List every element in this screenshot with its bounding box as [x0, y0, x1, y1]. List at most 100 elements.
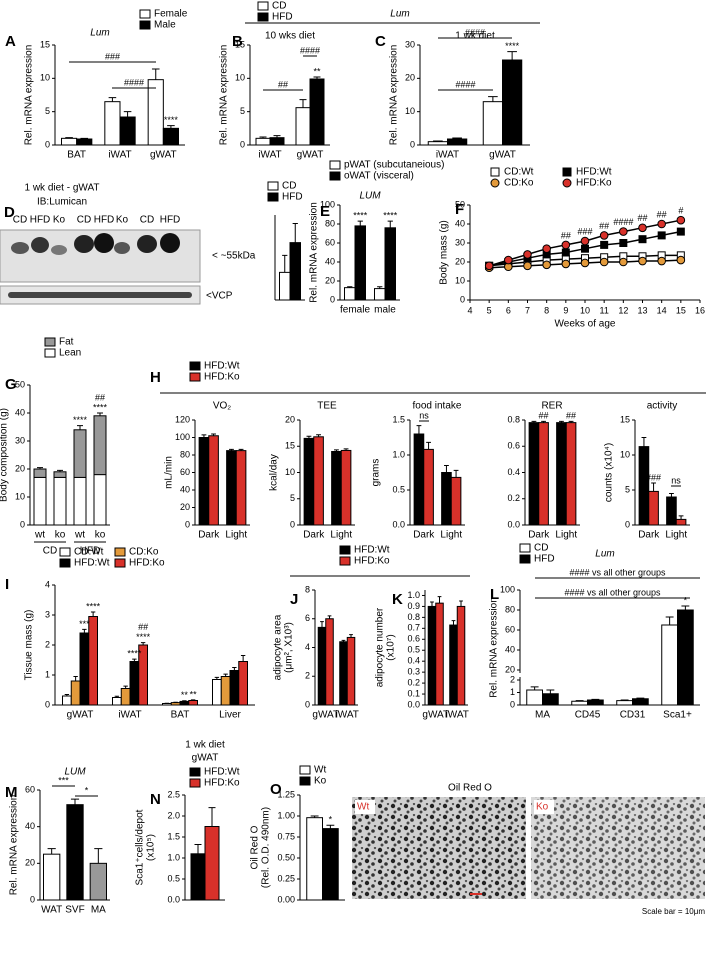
chart-title: Lum	[90, 28, 109, 39]
legend-label: HFD:Ko	[576, 178, 612, 189]
annotation: #	[678, 206, 683, 216]
x-tick-label: 9	[563, 305, 568, 315]
y-tick-label: 40	[15, 407, 25, 417]
legend-swatch	[267, 181, 279, 191]
bar	[255, 137, 271, 146]
error-bar	[80, 137, 89, 139]
legend-label: HFD:Ko	[204, 778, 240, 789]
legend-swatch	[519, 554, 531, 564]
x-tick-label: Dark	[413, 530, 435, 541]
error-bar	[114, 695, 120, 698]
chart-title: TEE	[317, 401, 337, 412]
y-tick-label: 0	[290, 519, 295, 529]
error-bar	[669, 493, 674, 497]
panel-letter: I	[5, 576, 9, 593]
legend-marker	[562, 178, 572, 188]
error-bar	[194, 844, 202, 854]
legend-swatch	[114, 558, 126, 568]
y-tick-label: 60	[25, 784, 35, 794]
error-bar	[665, 616, 674, 625]
error-bar	[453, 469, 459, 478]
y-tick-label: 0.9	[407, 601, 420, 611]
y-tick-label: 0	[330, 294, 335, 304]
y-tick-label: 10	[285, 467, 295, 477]
y-tick-label: 5	[290, 493, 295, 503]
bar	[198, 437, 210, 526]
group-label: CD	[43, 546, 57, 557]
x-tick-label: Light	[440, 530, 462, 541]
error-bar	[310, 815, 319, 818]
error-bar	[320, 621, 324, 628]
error-bar	[451, 620, 456, 626]
bar	[208, 435, 219, 526]
lane-label: CD	[77, 215, 91, 226]
y-tick-label: 0	[510, 699, 515, 709]
y-tick-label: 0.8	[507, 414, 520, 424]
y-tick-label: 40	[25, 821, 35, 831]
point	[580, 236, 590, 246]
y-tick-label: 120	[175, 414, 190, 424]
y-axis-label: counts (x10⁴)	[604, 443, 615, 502]
x-tick-label: WAT	[41, 905, 62, 916]
bar	[538, 422, 549, 526]
panel-letter: J	[290, 591, 298, 608]
bar	[147, 79, 164, 146]
legend-swatch	[299, 765, 311, 775]
x-tick-label: 13	[637, 305, 647, 315]
y-tick-label: 0.0	[392, 519, 405, 529]
error-bar	[430, 601, 434, 607]
error-bar	[299, 99, 307, 108]
bar	[76, 138, 93, 146]
legend-label: CD:Wt	[504, 167, 534, 178]
x-tick-label: Sca1+	[663, 710, 692, 721]
error-bar	[232, 667, 237, 671]
bar	[104, 101, 121, 146]
legend-label: CD:Ko	[504, 178, 534, 189]
bar	[502, 59, 523, 146]
bar	[317, 626, 327, 706]
bar	[229, 670, 240, 706]
error-bar	[292, 223, 298, 243]
x-tick-label: 5	[487, 305, 492, 315]
group-label: HFD	[80, 546, 101, 557]
error-bar	[306, 435, 312, 439]
x-tick-label: 14	[657, 305, 667, 315]
legend-label: HFD:Wt	[204, 361, 240, 372]
legend-swatch	[114, 547, 126, 557]
annotation: **	[190, 689, 198, 699]
heading: Lum	[390, 9, 409, 20]
bar	[677, 609, 694, 706]
legend-label: CD	[534, 543, 548, 554]
panel-letter: A	[5, 33, 16, 50]
point	[561, 259, 571, 269]
y-axis-label: Rel. mRNA expression	[389, 45, 400, 146]
annotation: ###	[646, 472, 661, 482]
legend-swatch	[189, 361, 201, 371]
error-bar	[208, 807, 216, 827]
y-tick-label: 10	[455, 275, 465, 285]
x-tick-label: iWAT	[336, 710, 359, 721]
panel-letter: M	[5, 784, 18, 801]
bar	[170, 702, 181, 706]
error-bar	[190, 699, 196, 701]
annotation: ****	[86, 601, 101, 611]
legend-label: CD	[272, 1, 286, 12]
annotation: ****	[73, 415, 88, 425]
error-bar	[433, 140, 443, 142]
x-tick-label: iWAT	[258, 150, 281, 161]
error-bar	[151, 68, 160, 80]
annotation: ***	[58, 775, 69, 785]
error-bar	[341, 639, 346, 642]
band	[160, 233, 180, 253]
annotation: **	[313, 66, 321, 76]
micrograph-label: Ko	[536, 802, 549, 813]
bar	[79, 632, 90, 706]
y-axis-label: mL/min	[164, 456, 175, 489]
bar	[447, 138, 468, 146]
bar	[435, 602, 444, 706]
y-tick-label: 0.2	[507, 493, 520, 503]
legend-label: pWAT (subcutaneious)	[344, 160, 444, 171]
y-tick-label: 0.0	[167, 894, 180, 904]
error-bar	[559, 420, 564, 423]
annotation: ****	[383, 211, 398, 221]
